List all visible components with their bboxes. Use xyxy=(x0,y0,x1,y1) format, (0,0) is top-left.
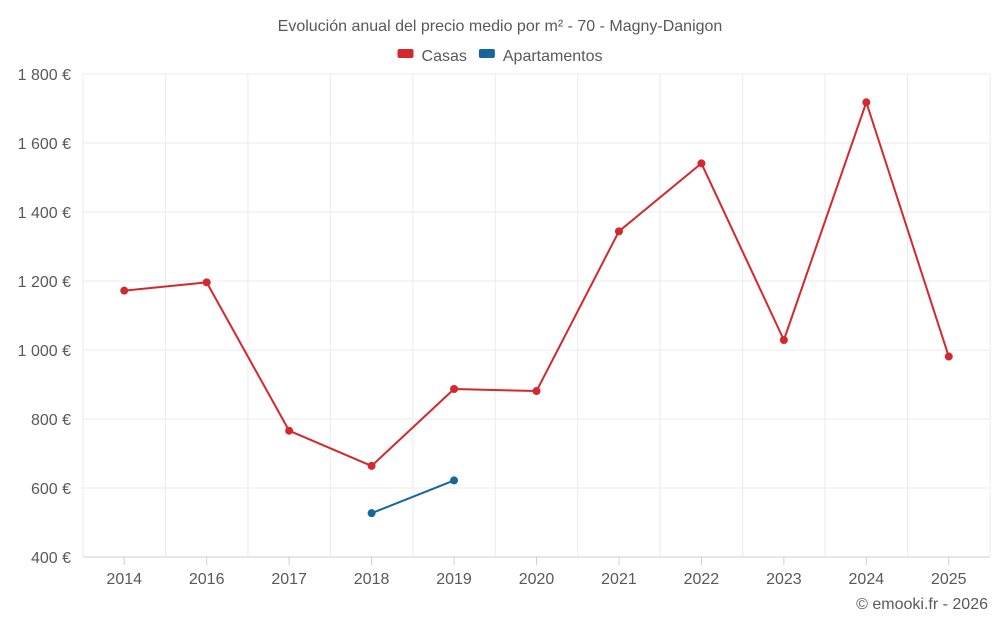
data-point[interactable] xyxy=(532,387,541,396)
y-tick-label: 400 € xyxy=(31,550,71,567)
y-tick-label: 1 000 € xyxy=(18,343,71,360)
x-tick-label: 2019 xyxy=(436,571,472,588)
y-tick-label: 600 € xyxy=(31,481,71,498)
x-tick-label: 2014 xyxy=(106,571,142,588)
legend-item-casas[interactable]: Casas xyxy=(397,48,467,65)
x-tick-label: 2020 xyxy=(519,571,555,588)
data-point[interactable] xyxy=(285,426,294,435)
data-point[interactable] xyxy=(450,476,459,485)
data-point[interactable] xyxy=(202,278,211,287)
x-tick-label: 2017 xyxy=(271,571,307,588)
y-tick-label: 1 400 € xyxy=(18,205,71,222)
legend-swatch xyxy=(397,49,414,58)
data-point[interactable] xyxy=(367,461,376,470)
series-layer xyxy=(120,98,953,518)
y-tick-label: 1 200 € xyxy=(18,274,71,291)
y-tick-label: 1 600 € xyxy=(18,136,71,153)
legend-label: Apartamentos xyxy=(503,48,603,65)
x-axis-ticks: 2014 2016 2017 2018 2019 2020 2021 2022 2023 2024… xyxy=(106,557,967,588)
credit-text: © emooki.fr - 2026 xyxy=(856,596,988,613)
y-tick-label: 1 800 € xyxy=(18,67,71,84)
x-tick-label: 2018 xyxy=(354,571,390,588)
data-point[interactable] xyxy=(697,159,706,168)
chart-title: Evolución anual del precio medio por m² … xyxy=(278,18,723,35)
legend-label: Casas xyxy=(422,48,467,65)
x-tick-label: 2023 xyxy=(766,571,802,588)
data-point[interactable] xyxy=(120,286,129,295)
x-tick-label: 2025 xyxy=(931,571,967,588)
grid-lines xyxy=(82,73,991,558)
x-tick-label: 2016 xyxy=(189,571,225,588)
data-point[interactable] xyxy=(779,335,788,344)
chart-legend: Casas Apartamentos xyxy=(397,48,603,65)
data-point[interactable] xyxy=(367,509,376,518)
series-apartamentos xyxy=(367,476,459,518)
legend-swatch xyxy=(478,49,495,58)
y-tick-label: 800 € xyxy=(31,412,71,429)
data-point[interactable] xyxy=(862,98,871,107)
x-tick-label: 2022 xyxy=(684,571,720,588)
data-point[interactable] xyxy=(614,227,623,236)
x-tick-label: 2024 xyxy=(849,571,885,588)
data-point[interactable] xyxy=(944,352,953,361)
x-tick-label: 2021 xyxy=(601,571,637,588)
data-point[interactable] xyxy=(450,384,459,393)
legend-item-apartamentos[interactable]: Apartamentos xyxy=(478,48,603,65)
series-line xyxy=(371,479,455,515)
series-casas xyxy=(120,98,953,470)
y-axis-ticks: 400 € 600 € 800 € 1 000 € 1 200 € 1 400 € 1 60… xyxy=(18,67,71,567)
